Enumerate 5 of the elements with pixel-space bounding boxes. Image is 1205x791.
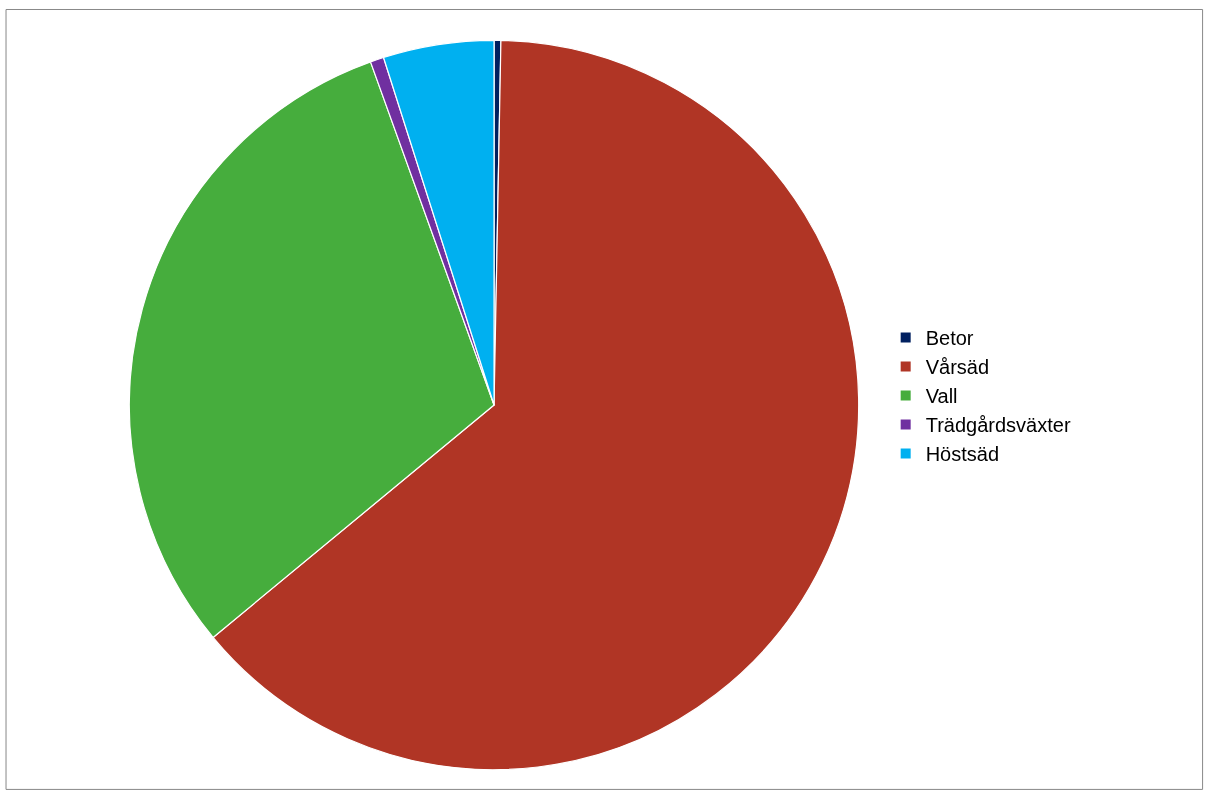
legend-label: Vall [925,385,958,408]
legend-label: Vårsäd [925,356,990,379]
legend-label: Betor [925,327,974,350]
legend-label: Trädgårdsväxter [925,414,1071,437]
legend-label: Höstsäd [925,443,1000,466]
